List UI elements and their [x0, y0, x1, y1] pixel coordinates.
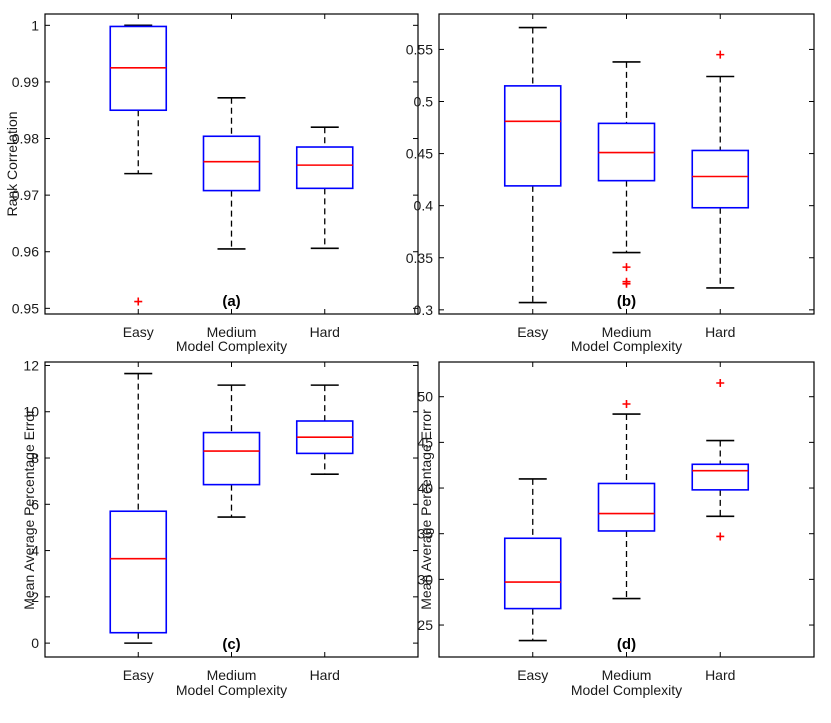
box-hard	[295, 146, 354, 190]
panel-b: 0.3 0.35 0.4 0.45 0.5 0.55 Easy Medium Hard (b) Mo…	[406, 13, 815, 354]
outlier-point	[622, 400, 631, 409]
outlier-point	[716, 532, 725, 541]
outlier-point	[134, 297, 143, 306]
box-medium	[202, 431, 261, 486]
panel-d: 25 30 35 40 45 50 Easy Medium Hard (d) Model Compl…	[417, 361, 815, 698]
box-easy	[503, 537, 562, 610]
x-tick-label: Hard	[705, 324, 735, 340]
y-tick-label: 0.95	[12, 300, 39, 316]
y-axis-label: Rank Correlation	[4, 111, 20, 216]
x-axis-label: Model Complexity	[176, 682, 287, 698]
axes-frame	[44, 13, 419, 315]
box-easy	[109, 510, 168, 634]
x-axis-label: Model Complexity	[571, 682, 682, 698]
x-tick-label: Easy	[123, 324, 154, 340]
x-axis-label: Model Complexity	[176, 338, 287, 354]
y-tick-label: 12	[23, 357, 39, 373]
x-tick-label: Medium	[207, 667, 257, 683]
y-tick-label: 45	[417, 434, 433, 450]
outlier-point	[716, 50, 725, 59]
y-tick-label: 0.4	[414, 198, 434, 214]
y-tick-label: 0	[31, 635, 39, 651]
outlier-point	[622, 263, 631, 272]
y-tick-label: 6	[31, 496, 39, 512]
outlier-point	[716, 379, 725, 388]
y-tick-label: 0.35	[406, 250, 433, 266]
x-tick-label: Medium	[207, 324, 257, 340]
panel-label: (d)	[617, 636, 636, 653]
y-tick-label: 0.5	[414, 94, 434, 110]
x-tick-label: Easy	[517, 324, 548, 340]
y-tick-label: 1	[31, 17, 39, 33]
y-axis-label: Mean Average Percentage Error	[418, 409, 434, 610]
x-tick-label: Medium	[602, 667, 652, 683]
y-tick-label: 30	[417, 571, 433, 587]
y-tick-label: 35	[417, 526, 433, 542]
y-tick-label: 40	[417, 480, 433, 496]
panel-label: (c)	[222, 636, 240, 653]
y-tick-label: 50	[417, 389, 433, 405]
y-tick-label: 0.96	[12, 244, 39, 260]
y-axis-label: Mean Average Percentage Error	[21, 409, 37, 610]
box-hard	[691, 149, 750, 209]
box-medium	[597, 482, 656, 532]
y-tick-label: 2	[31, 589, 39, 605]
box-easy	[503, 85, 562, 187]
y-tick-label: 0.3	[414, 302, 434, 318]
y-tick-label: 25	[417, 617, 433, 633]
y-tick-label: 0.55	[406, 41, 433, 57]
x-axis-label: Model Complexity	[571, 338, 682, 354]
x-tick-label: Medium	[602, 324, 652, 340]
outlier-point	[622, 279, 631, 288]
box-medium	[202, 135, 261, 192]
x-tick-label: Hard	[705, 667, 735, 683]
y-tick-label: 0.45	[406, 146, 433, 162]
y-tick-label: 10	[23, 404, 39, 420]
panel-label: (b)	[617, 293, 636, 310]
panel-a: 0.95 0.96 0.97 0.98 0.99 1 Easy Medium Hard (a) Mo…	[4, 13, 419, 354]
panel-label: (a)	[222, 293, 240, 310]
panel-c: 0 2 4 6 8 10 12 Easy Medium Hard (c) Model Complexi…	[21, 357, 419, 698]
y-tick-label: 0.98	[12, 131, 39, 147]
y-tick-label: 0.97	[12, 187, 39, 203]
box-hard	[691, 463, 750, 491]
x-tick-label: Hard	[310, 324, 340, 340]
y-tick-label: 8	[31, 450, 39, 466]
x-tick-label: Easy	[123, 667, 154, 683]
x-tick-label: Easy	[517, 667, 548, 683]
x-tick-label: Hard	[310, 667, 340, 683]
y-tick-label: 0.99	[12, 74, 39, 90]
y-tick-label: 4	[31, 543, 39, 559]
